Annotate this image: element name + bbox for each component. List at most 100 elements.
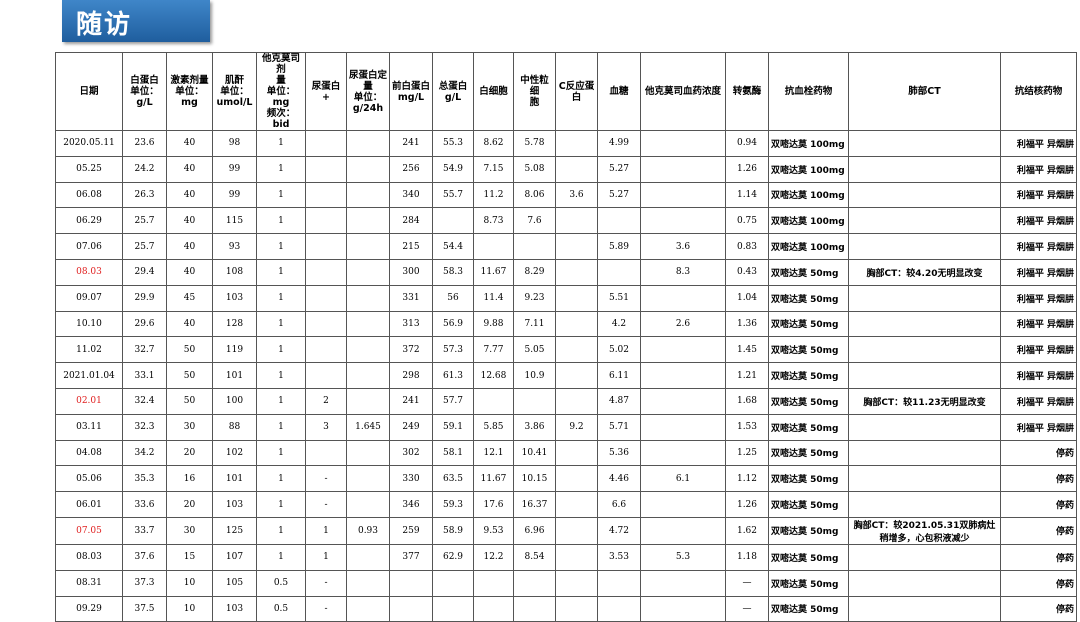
table-cell: 1.36	[725, 310, 769, 338]
table-cell: 40	[166, 233, 213, 260]
table-cell: 15	[166, 543, 213, 571]
column-header: 转氨酶	[725, 52, 769, 131]
table-cell	[432, 207, 474, 235]
table-cell: 利福平 异烟肼	[1000, 413, 1077, 441]
table-cell: 胸部CT：较11.23无明显改变	[848, 387, 1001, 415]
table-cell: 1.12	[725, 465, 769, 493]
table-cell: 99	[212, 155, 257, 183]
column-header: 抗血栓药物	[768, 52, 849, 131]
table-cell: 10.10	[55, 310, 123, 338]
table-cell: 256	[389, 155, 433, 183]
table-cell: 103	[212, 595, 257, 622]
table-cell: 08.03	[55, 258, 123, 286]
table-cell: 50	[166, 362, 213, 389]
table-cell	[555, 595, 598, 622]
table-cell	[389, 595, 433, 622]
table-cell: 241	[389, 130, 433, 157]
table-cell	[305, 155, 347, 183]
table-row: 03.11 32.3 30 88 1 3 1.645 249 59.1 5.85 3.86 9.2 5.…	[55, 413, 1077, 441]
table-cell: 9.88	[473, 310, 514, 338]
table-cell: 0.5	[256, 595, 306, 622]
table-cell	[555, 155, 598, 183]
table-cell: 03.11	[55, 413, 123, 441]
column-header: 前白蛋白 mg/L	[389, 52, 433, 131]
table-cell	[346, 284, 390, 312]
table-cell: -	[305, 595, 347, 622]
table-cell: 利福平 异烟肼	[1000, 284, 1077, 312]
table-cell	[305, 336, 347, 364]
table-cell: 56.9	[432, 310, 474, 338]
table-cell: 12.68	[473, 362, 514, 389]
table-cell	[555, 569, 598, 597]
header-line: 频次：bid	[266, 108, 296, 130]
column-header: 白蛋白 单位： g/L	[122, 52, 167, 131]
table-cell: 6.11	[597, 362, 641, 389]
table-cell: 1.26	[725, 155, 769, 183]
column-header: 白细胞	[473, 52, 514, 131]
table-cell	[555, 543, 598, 571]
table-cell	[305, 310, 347, 338]
table-cell: 101	[212, 362, 257, 389]
header-line: 转氨酶	[732, 86, 762, 97]
header-line: 单位：mg	[266, 86, 296, 108]
table-cell	[346, 258, 390, 286]
header-line: g/L	[136, 97, 153, 108]
table-cell	[555, 387, 598, 415]
table-cell: 05.06	[55, 465, 123, 493]
table-cell	[555, 439, 598, 467]
table-cell	[555, 362, 598, 389]
table-cell: 利福平 异烟肼	[1000, 310, 1077, 338]
table-cell	[640, 387, 726, 415]
table-cell: 10	[166, 595, 213, 622]
table-cell: 停药	[1000, 516, 1077, 545]
table-cell: 1	[256, 491, 306, 518]
table-cell: 93	[212, 233, 257, 260]
table-cell: 7.77	[473, 336, 514, 364]
table-cell: 16	[166, 465, 213, 493]
table-cell: 32.3	[122, 413, 167, 441]
table-cell	[305, 207, 347, 235]
table-cell	[555, 130, 598, 157]
table-cell: 利福平 异烟肼	[1000, 155, 1077, 183]
table-cell: 4.87	[597, 387, 641, 415]
table-cell: 5.05	[513, 336, 556, 364]
table-cell	[640, 569, 726, 597]
table-cell: 停药	[1000, 465, 1077, 493]
header-line: g/24h	[352, 102, 384, 114]
table-cell: 34.2	[122, 439, 167, 467]
table-row: 06.01 33.6 20 103 1- 346 59.3 17.6 16.37 6.6 1.26 双…	[55, 491, 1077, 518]
table-row: 07.05 33.7 30 125 1 1 0.93 259 58.9 9.53 6.96 4.72 1…	[55, 516, 1077, 545]
table-row: 10.10 29.6 40 128 1 313 56.9 9.88 7.11 4.2 2.6 1.36…	[55, 310, 1077, 338]
table-cell	[848, 181, 1001, 209]
table-cell: 26.3	[122, 181, 167, 209]
header-line: 中性粒细	[520, 75, 549, 97]
column-header: C反应蛋白	[555, 52, 598, 131]
table-cell: 双嘧达莫 50mg	[768, 362, 849, 389]
table-cell: 128	[212, 310, 257, 338]
table-cell: 33.7	[122, 516, 167, 545]
table-cell: 利福平 异烟肼	[1000, 233, 1077, 260]
table-cell: 35.3	[122, 465, 167, 493]
table-cell	[305, 181, 347, 209]
table-cell: 29.9	[122, 284, 167, 312]
table-cell: 利福平 异烟肼	[1000, 362, 1077, 389]
table-row: 11.02 32.7 50 119 1 372 57.3 7.77 5.05 5.02 1.45 双嘧…	[55, 336, 1077, 364]
table-cell: 1.53	[725, 413, 769, 441]
table-row: 09.29 37.5 10 103 0.5- — 双嘧达莫 50mg 停药	[55, 595, 1077, 622]
table-cell: 30	[166, 413, 213, 441]
table-cell: 3.53	[597, 543, 641, 571]
table-cell: 54.4	[432, 233, 474, 260]
table-cell: 298	[389, 362, 433, 389]
table-cell: 12.1	[473, 439, 514, 467]
column-header: 他克莫司血药浓度	[640, 52, 726, 131]
table-cell: 1	[256, 516, 306, 545]
table-cell: 双嘧达莫 100mg	[768, 181, 849, 209]
table-cell	[346, 155, 390, 183]
table-cell	[640, 336, 726, 364]
table-cell: 98	[212, 130, 257, 157]
table-cell: 停药	[1000, 491, 1077, 518]
table-cell: 88	[212, 413, 257, 441]
table-cell: 5.27	[597, 181, 641, 209]
table-cell: 346	[389, 491, 433, 518]
